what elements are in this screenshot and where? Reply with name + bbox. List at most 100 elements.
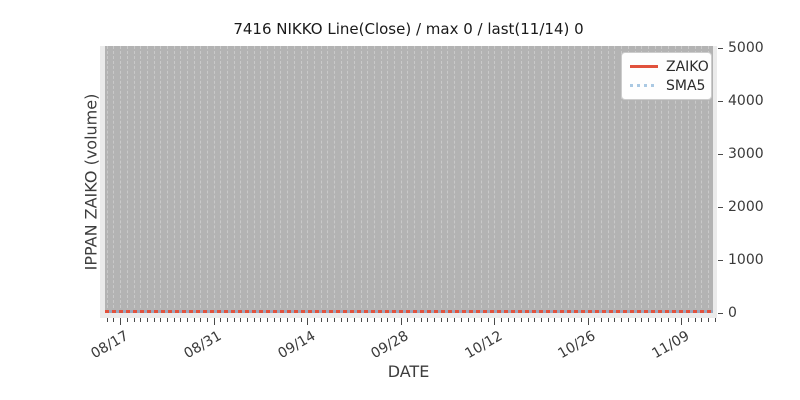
gridline bbox=[153, 46, 155, 313]
x-minor-tick bbox=[173, 318, 175, 322]
y-tick-label: 3000 bbox=[728, 146, 764, 162]
gridline bbox=[106, 46, 108, 313]
x-minor-tick bbox=[460, 318, 462, 322]
x-minor-tick bbox=[146, 318, 148, 322]
x-minor-tick bbox=[320, 318, 322, 322]
y-tick-label: 5000 bbox=[728, 40, 764, 56]
x-minor-tick bbox=[200, 318, 202, 322]
gridline bbox=[240, 46, 242, 313]
x-minor-tick bbox=[300, 318, 302, 322]
gridline bbox=[327, 46, 329, 313]
gridline bbox=[120, 46, 122, 313]
y-tick bbox=[718, 207, 723, 208]
gridline bbox=[247, 46, 249, 313]
sma5-dotted-overlay bbox=[105, 310, 713, 313]
x-minor-tick bbox=[220, 318, 222, 322]
gridline bbox=[467, 46, 469, 313]
gridline bbox=[460, 46, 462, 313]
x-minor-tick bbox=[367, 318, 369, 322]
gridline bbox=[253, 46, 255, 313]
gridline bbox=[293, 46, 295, 313]
x-tick-label: 10/26 bbox=[555, 328, 599, 363]
y-axis-label: IPPAN ZAIKO (volume) bbox=[81, 93, 101, 271]
x-minor-tick bbox=[267, 318, 269, 322]
x-minor-tick bbox=[340, 318, 342, 322]
x-minor-tick bbox=[541, 318, 542, 322]
x-tick-label: 08/17 bbox=[88, 328, 132, 363]
x-minor-tick bbox=[247, 318, 249, 322]
gridline bbox=[708, 46, 709, 313]
gridline bbox=[701, 46, 703, 313]
gridline bbox=[654, 46, 656, 313]
gridline bbox=[627, 46, 629, 313]
legend-label: SMA5 bbox=[666, 77, 706, 94]
x-major-tick bbox=[307, 318, 309, 325]
gridline bbox=[561, 46, 563, 313]
gridline bbox=[400, 46, 402, 313]
x-minor-tick bbox=[440, 318, 442, 322]
x-minor-tick bbox=[347, 318, 349, 322]
gridline bbox=[554, 46, 556, 313]
x-major-tick bbox=[400, 318, 402, 325]
x-tick-label: 09/14 bbox=[275, 328, 319, 363]
gridline bbox=[527, 46, 529, 313]
x-tick-label: 10/12 bbox=[462, 328, 506, 363]
gridline bbox=[186, 46, 188, 313]
x-minor-tick bbox=[420, 318, 422, 322]
plot-band bbox=[105, 46, 713, 313]
x-minor-tick bbox=[574, 318, 576, 322]
x-major-tick bbox=[213, 318, 215, 325]
gridline bbox=[166, 46, 168, 313]
x-minor-tick bbox=[160, 318, 162, 322]
x-minor-tick bbox=[180, 318, 182, 322]
gridline bbox=[360, 46, 362, 313]
gridline bbox=[434, 46, 436, 313]
gridline bbox=[267, 46, 269, 313]
x-minor-tick bbox=[113, 318, 115, 322]
x-minor-tick bbox=[701, 318, 703, 322]
gridline bbox=[541, 46, 542, 313]
x-minor-tick bbox=[240, 318, 242, 322]
x-minor-tick bbox=[253, 318, 255, 322]
gridline bbox=[340, 46, 342, 313]
gridline bbox=[320, 46, 322, 313]
x-minor-tick bbox=[434, 318, 436, 322]
gridline bbox=[514, 46, 516, 313]
plot-title: 7416 NIKKO Line(Close) / max 0 / last(11… bbox=[233, 20, 584, 38]
gridline bbox=[113, 46, 115, 313]
x-minor-tick bbox=[520, 318, 522, 322]
x-minor-tick bbox=[414, 318, 416, 322]
gridline bbox=[387, 46, 389, 313]
x-minor-tick bbox=[647, 318, 649, 322]
gridline bbox=[333, 46, 335, 313]
y-tick bbox=[718, 313, 723, 314]
gridline bbox=[440, 46, 442, 313]
gridline bbox=[647, 46, 649, 313]
x-minor-tick bbox=[126, 318, 128, 322]
gridline bbox=[474, 46, 476, 313]
gridline bbox=[694, 46, 696, 313]
x-minor-tick bbox=[708, 318, 709, 322]
gridline bbox=[173, 46, 175, 313]
zaiko-legend-swatch bbox=[630, 65, 658, 68]
legend: ZAIKO SMA5 bbox=[621, 52, 712, 100]
gridline bbox=[520, 46, 522, 313]
x-minor-tick bbox=[554, 318, 556, 322]
gridline bbox=[273, 46, 275, 313]
x-minor-tick bbox=[547, 318, 549, 322]
x-minor-tick bbox=[374, 318, 375, 322]
gridline bbox=[674, 46, 676, 313]
gridline bbox=[574, 46, 576, 313]
gridline bbox=[133, 46, 135, 313]
x-minor-tick bbox=[514, 318, 516, 322]
gridline bbox=[487, 46, 489, 313]
legend-item: SMA5 bbox=[630, 77, 706, 94]
x-minor-tick bbox=[454, 318, 456, 322]
x-minor-tick bbox=[714, 318, 716, 322]
x-minor-tick bbox=[293, 318, 295, 322]
x-minor-tick bbox=[594, 318, 596, 322]
x-minor-tick bbox=[227, 318, 229, 322]
gridline bbox=[641, 46, 643, 313]
plot-area bbox=[100, 46, 717, 318]
